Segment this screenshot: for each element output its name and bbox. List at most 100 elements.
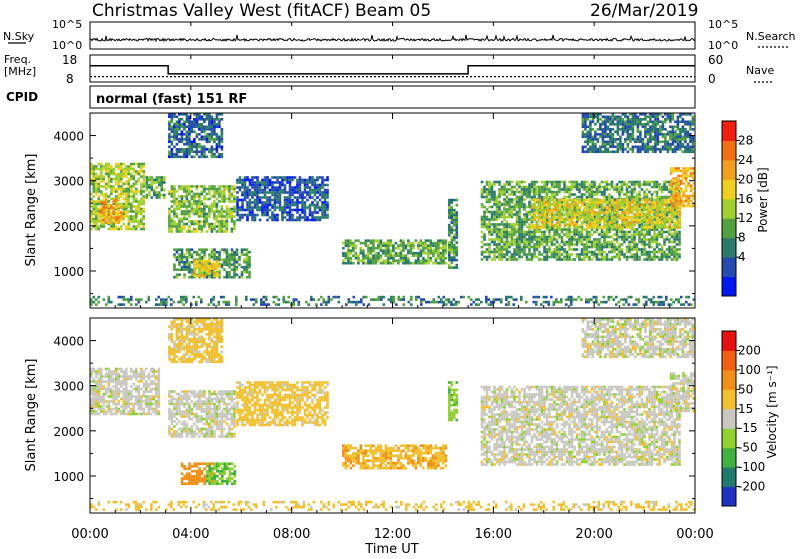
power-cell: [566, 211, 569, 214]
power-cell: [198, 275, 201, 278]
power-cell: [286, 201, 289, 204]
power-cell: [347, 262, 350, 265]
power-cell: [536, 238, 539, 241]
power-cell: [191, 248, 194, 251]
power-cell: [113, 209, 116, 212]
power-cell: [596, 224, 599, 227]
power-cell: [493, 256, 496, 259]
power-cell: [523, 223, 526, 226]
power-cell: [648, 241, 651, 244]
power-cell: [618, 196, 621, 199]
power-cell: [173, 223, 176, 226]
power-cell: [506, 241, 509, 244]
power-cell: [563, 191, 566, 194]
power-cell: [120, 195, 123, 198]
power-cell: [321, 184, 324, 187]
power-cell: [266, 184, 269, 187]
power-cell: [648, 253, 651, 256]
power-cell: [523, 243, 526, 246]
power-cell: [584, 211, 587, 214]
power-cell: [587, 141, 590, 144]
power-cell: [427, 239, 430, 242]
power-cell: [201, 156, 204, 159]
power-cell: [211, 148, 214, 151]
power-cell: [241, 273, 244, 276]
power-cell: [646, 211, 649, 214]
power-cell: [601, 233, 604, 236]
power-cell: [481, 196, 484, 199]
power-cell: [201, 203, 204, 206]
power-cell: [656, 183, 659, 186]
power-cell: [437, 249, 440, 252]
power-cell: [541, 238, 544, 241]
power-cell: [176, 208, 179, 211]
power-cell: [516, 221, 519, 224]
power-cell: [231, 256, 234, 259]
power-cell: [496, 211, 499, 214]
power-cell: [629, 206, 632, 209]
power-cell: [576, 253, 579, 256]
power-cell: [638, 256, 641, 259]
power-cell: [501, 258, 504, 261]
power-cell: [584, 116, 587, 119]
power-cell: [362, 262, 365, 265]
power-cell: [168, 116, 171, 119]
power-cell: [156, 196, 159, 199]
power-cell: [508, 198, 511, 201]
power-cell: [598, 186, 601, 189]
power-cell: [135, 173, 138, 176]
power-cell: [193, 220, 196, 223]
power-cell: [98, 185, 101, 188]
power-cell: [531, 183, 534, 186]
power-cell: [586, 233, 589, 236]
power-cell: [171, 228, 174, 231]
power-cell: [506, 226, 509, 229]
power-cell: [451, 231, 454, 234]
power-cell: [342, 252, 345, 255]
power-cell: [387, 252, 390, 255]
power-cell: [108, 185, 111, 188]
power-cell: [254, 204, 257, 207]
power-cell: [306, 199, 309, 202]
power-cell: [193, 223, 196, 226]
power-cell: [488, 228, 491, 231]
power-cell: [594, 143, 597, 146]
power-cell: [168, 230, 171, 233]
power-cell: [239, 206, 242, 209]
power-cell: [246, 261, 249, 264]
power-cell: [93, 168, 96, 171]
power-cell: [128, 183, 131, 186]
power-cell: [161, 184, 164, 187]
power-cell: [118, 183, 121, 186]
power-cell: [181, 251, 184, 254]
power-cell: [236, 191, 239, 194]
power-cell: [110, 165, 113, 168]
power-cell: [196, 205, 199, 208]
power-cell: [636, 181, 639, 184]
power-cell: [430, 242, 433, 245]
power-cell: [554, 214, 557, 217]
power-cell: [618, 246, 621, 249]
power-cell: [578, 191, 581, 194]
power-cell: [501, 246, 504, 249]
power-cell: [593, 238, 596, 241]
power-cell: [186, 190, 189, 193]
power-cell: [551, 196, 554, 199]
power-cell: [128, 168, 131, 171]
power-cell: [534, 216, 537, 219]
power-cell: [634, 224, 637, 227]
power-cell: [100, 206, 103, 209]
power-cell: [138, 190, 141, 193]
power-cell: [392, 249, 395, 252]
power-cell: [677, 200, 680, 203]
power-cell: [586, 219, 589, 222]
power-cell: [573, 181, 576, 184]
power-cell: [641, 211, 644, 214]
power-cell: [679, 221, 682, 224]
power-cell: [156, 186, 159, 189]
power-cell: [488, 188, 491, 191]
power-cell: [284, 216, 287, 219]
power-cell: [561, 246, 564, 249]
power-cell: [130, 173, 133, 176]
power-cell: [653, 183, 656, 186]
